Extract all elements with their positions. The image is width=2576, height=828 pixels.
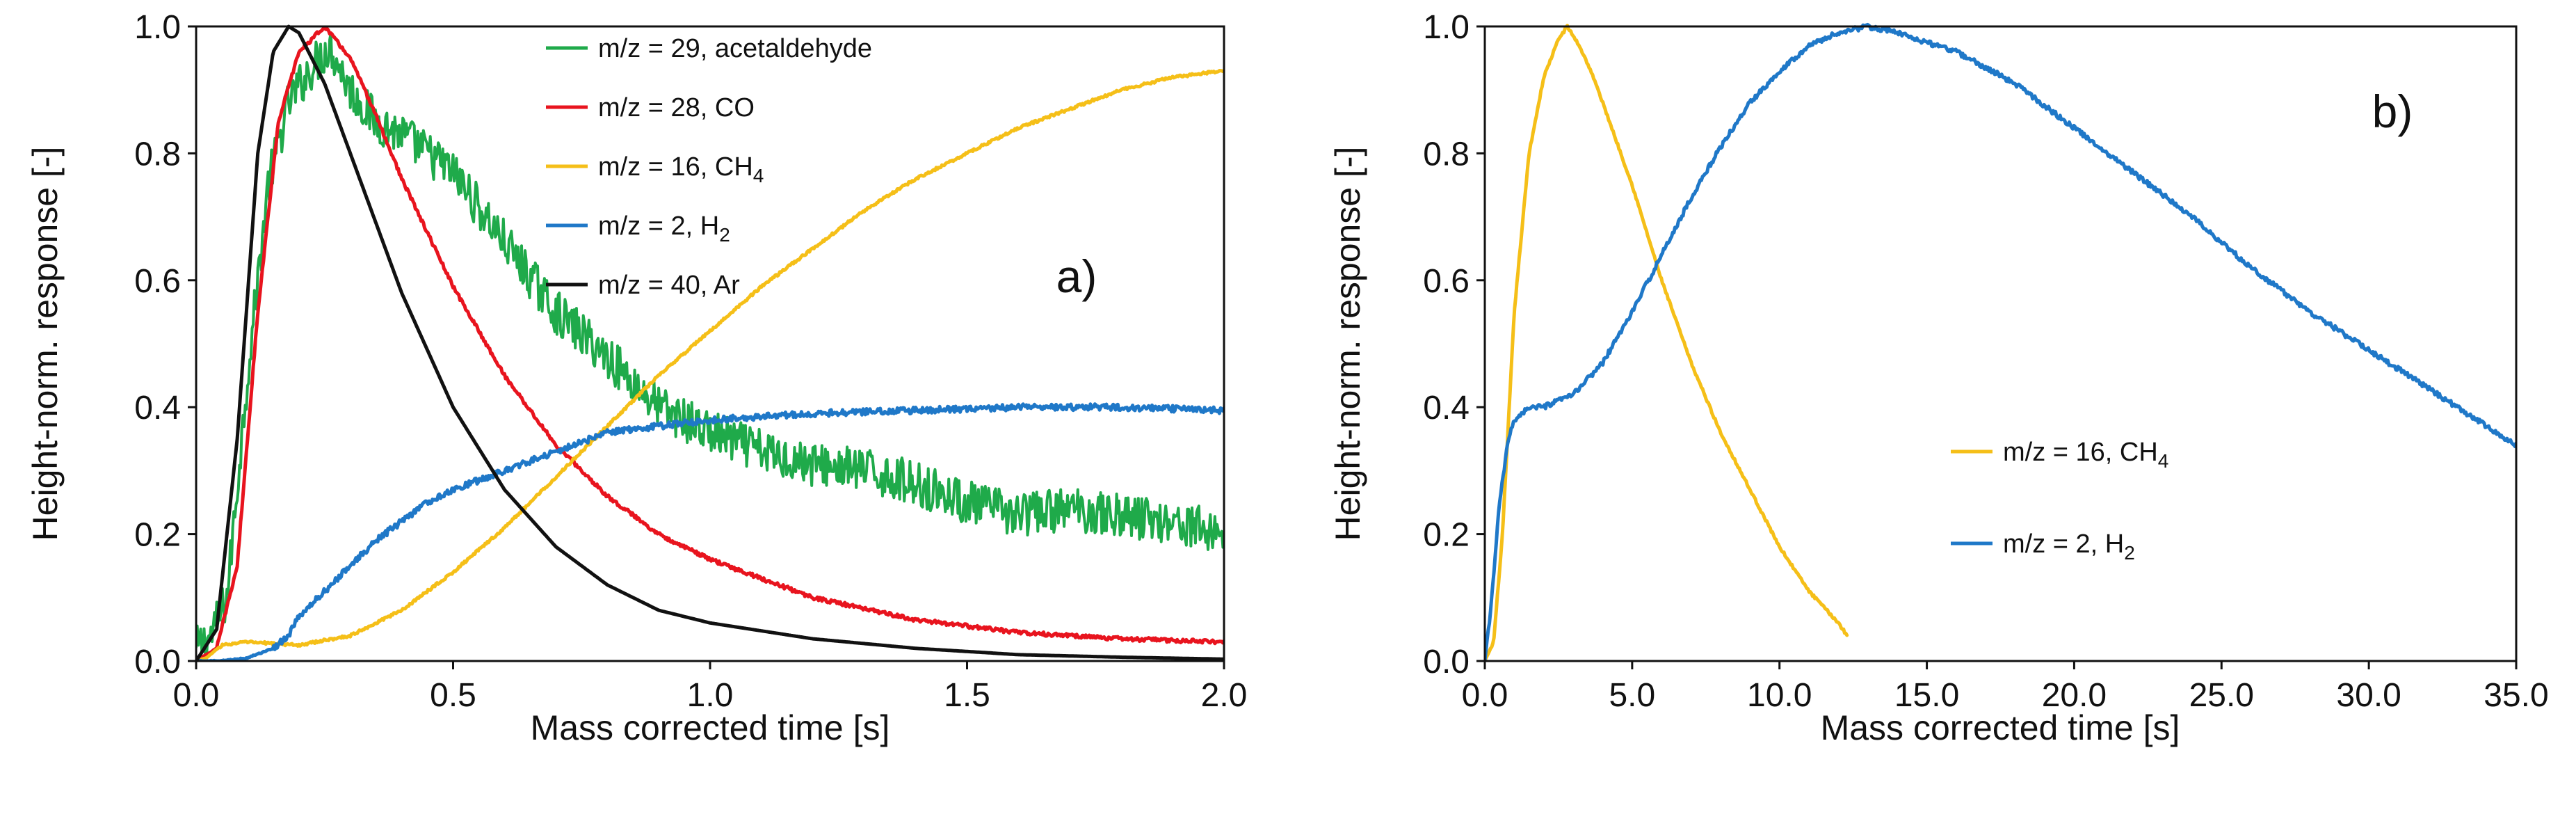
panel-label: b) [2372, 86, 2413, 137]
legend-label-subscript: 4 [2158, 450, 2169, 472]
chart-panel-b: 0.0 0.2 0.4 0.6 0.8 1.0 0.0 5.0 10.0 15.0 20.0 25.0… [1328, 9, 2549, 747]
legend-label: m/z = 2, H2 [2003, 530, 2135, 564]
legend-label-text: m/z = 16, CH [2003, 438, 2158, 467]
plot-frame [1483, 25, 2518, 662]
legend-label-subscript: 2 [2124, 542, 2135, 564]
legend-label-text: m/z = 29, acetaldehyde [598, 34, 872, 63]
series-line-b-1 [1485, 22, 2516, 661]
series-line-a-1 [196, 26, 1224, 661]
x-tick-label: 0.5 [430, 677, 476, 714]
legend-label-text: m/z = 40, Ar [598, 271, 740, 300]
legend-label-text: m/z = 16, CH [598, 152, 753, 182]
legend-label-text: m/z = 2, H [598, 212, 719, 241]
plot-area [196, 24, 1224, 661]
x-tick-label: 0.0 [1462, 677, 1508, 714]
x-axis-title: Mass corrected time [s] [531, 708, 890, 747]
x-tick-label: 10.0 [1747, 677, 1812, 714]
y-axis-title: Height-norm. response [-] [26, 147, 65, 541]
series-line-a-4 [196, 24, 1224, 661]
x-tick-label: 1.5 [944, 677, 990, 714]
y-tick-label: 0.6 [134, 263, 181, 300]
x-axis-title: Mass corrected time [s] [1821, 708, 2180, 747]
legend-label-text: m/z = 28, CO [598, 93, 755, 122]
series-line-a-3 [196, 402, 1224, 661]
chart-panel-a: 0.0 0.2 0.4 0.6 0.8 1.0 0.0 0.5 1.0 1.5 2.0 Mass co… [26, 9, 1247, 747]
y-tick-label: 0.6 [1423, 263, 1470, 300]
y-tick-label: 1.0 [1423, 9, 1470, 46]
x-tick-label: 2.0 [1201, 677, 1248, 714]
series-line-b-0 [1485, 24, 1849, 661]
x-tick-label: 30.0 [2336, 677, 2401, 714]
y-tick-label: 0.4 [134, 390, 181, 427]
legend-label: m/z = 28, CO [598, 93, 755, 122]
x-tick-label: 25.0 [2189, 677, 2254, 714]
x-tick-label: 35.0 [2484, 677, 2548, 714]
x-tick-label: 20.0 [2042, 677, 2107, 714]
x-tick-label: 1.0 [687, 677, 734, 714]
y-axis-title: Height-norm. response [-] [1328, 147, 1367, 541]
x-tick-label: 5.0 [1609, 677, 1655, 714]
x-tick-label: 15.0 [1894, 677, 1959, 714]
legend-label-subscript: 4 [753, 165, 764, 186]
legend-label-text: m/z = 2, H [2003, 530, 2124, 559]
x-tick-label: 0.0 [173, 677, 220, 714]
legend-label: m/z = 16, CH4 [598, 152, 764, 186]
legend-label: m/z = 29, acetaldehyde [598, 34, 872, 63]
plot-area [1485, 22, 2516, 661]
legend: m/z = 16, CH4 m/z = 2, H2 [1951, 438, 2168, 564]
legend-label: m/z = 16, CH4 [2003, 438, 2168, 472]
y-tick-label: 0.8 [134, 136, 181, 173]
y-tick-label: 0.2 [1423, 517, 1470, 554]
series-line-a-2 [196, 69, 1224, 661]
y-tick-label: 1.0 [134, 9, 181, 46]
y-tick-label: 0.8 [1423, 136, 1470, 173]
legend-label: m/z = 2, H2 [598, 212, 730, 246]
y-tick-label: 0.0 [1423, 644, 1470, 680]
panel-label: a) [1056, 250, 1097, 302]
legend: m/z = 29, acetaldehyde m/z = 28, CO m/z = … [546, 34, 872, 300]
legend-label-subscript: 2 [719, 224, 730, 246]
y-tick-label: 0.4 [1423, 390, 1470, 427]
legend-label: m/z = 40, Ar [598, 271, 740, 300]
y-tick-label: 0.2 [134, 517, 181, 554]
y-tick-label: 0.0 [134, 644, 181, 680]
